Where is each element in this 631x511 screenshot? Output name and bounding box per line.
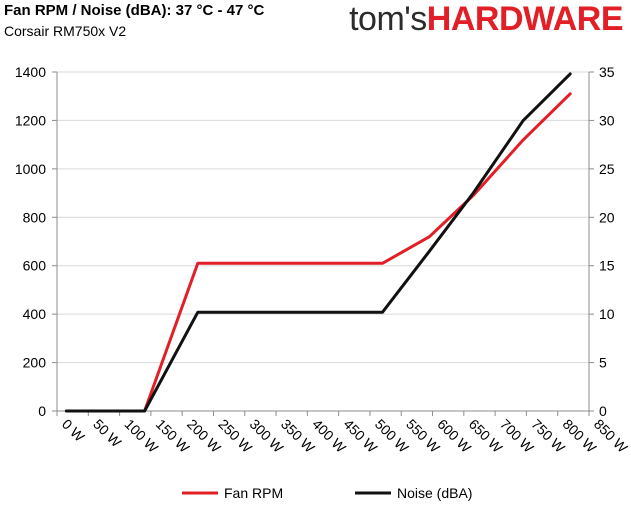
x-tick-label: 850 W bbox=[591, 416, 631, 456]
logo-text-part2: HARDWARE bbox=[426, 0, 624, 38]
y-right-tick-label: 10 bbox=[599, 306, 615, 322]
y-left-tick-label: 1400 bbox=[15, 64, 46, 80]
legend-label: Fan RPM bbox=[224, 485, 283, 501]
series-line-fan-rpm bbox=[64, 92, 572, 413]
y-right-tick-label: 0 bbox=[599, 403, 607, 419]
x-tick-label: 150 W bbox=[153, 416, 193, 456]
y-right-tick-label: 25 bbox=[599, 161, 615, 177]
axes bbox=[52, 71, 594, 416]
chart-subtitle: Corsair RM750x V2 bbox=[4, 23, 127, 39]
y-right-tick-label: 30 bbox=[599, 112, 615, 128]
x-tick-label: 400 W bbox=[309, 416, 349, 456]
y-left-tick-label: 600 bbox=[23, 258, 47, 274]
x-tick-label: 600 W bbox=[434, 416, 474, 456]
x-tick-label: 250 W bbox=[215, 416, 255, 456]
x-tick-label: 200 W bbox=[184, 416, 224, 456]
legend: Fan RPM Noise (dBA) bbox=[182, 485, 472, 501]
x-tick-label: 100 W bbox=[121, 416, 161, 456]
y-left-tick-label: 200 bbox=[23, 355, 47, 371]
chart-title: Fan RPM / Noise (dBA): 37 °C - 47 °C bbox=[4, 2, 265, 19]
grid-lines bbox=[57, 71, 589, 364]
y-left-tick-label: 400 bbox=[23, 306, 47, 322]
y-left-tick-label: 800 bbox=[23, 209, 47, 225]
y-left-tick-label: 1000 bbox=[15, 161, 46, 177]
y-left-tick-label: 1200 bbox=[15, 112, 46, 128]
x-tick-label: 650 W bbox=[466, 416, 506, 456]
x-tick-label: 500 W bbox=[372, 416, 412, 456]
x-tick-label: 350 W bbox=[278, 416, 318, 456]
x-tick-label: 550 W bbox=[403, 416, 443, 456]
x-tick-label: 450 W bbox=[341, 416, 381, 456]
y-right-tick-label: 5 bbox=[599, 355, 607, 371]
x-tick-label: 700 W bbox=[497, 416, 537, 456]
y-right-tick-label: 35 bbox=[599, 64, 615, 80]
legend-label: Noise (dBA) bbox=[397, 485, 472, 501]
series-lines bbox=[64, 72, 572, 413]
y-left-tick-label: 0 bbox=[38, 403, 46, 419]
logo-text-part1: tom's bbox=[349, 0, 427, 38]
x-tick-label: 0 W bbox=[59, 416, 88, 445]
y-right-tick-label: 20 bbox=[599, 209, 615, 225]
x-tick-label: 300 W bbox=[247, 416, 287, 456]
x-tick-label: 50 W bbox=[90, 416, 125, 451]
y-right-tick-label: 15 bbox=[599, 258, 615, 274]
x-tick-label: 750 W bbox=[528, 416, 568, 456]
series-line-noise-dba bbox=[64, 72, 572, 413]
x-tick-label: 800 W bbox=[560, 416, 600, 456]
brand-logo: tom'sHARDWARE bbox=[349, 0, 623, 39]
